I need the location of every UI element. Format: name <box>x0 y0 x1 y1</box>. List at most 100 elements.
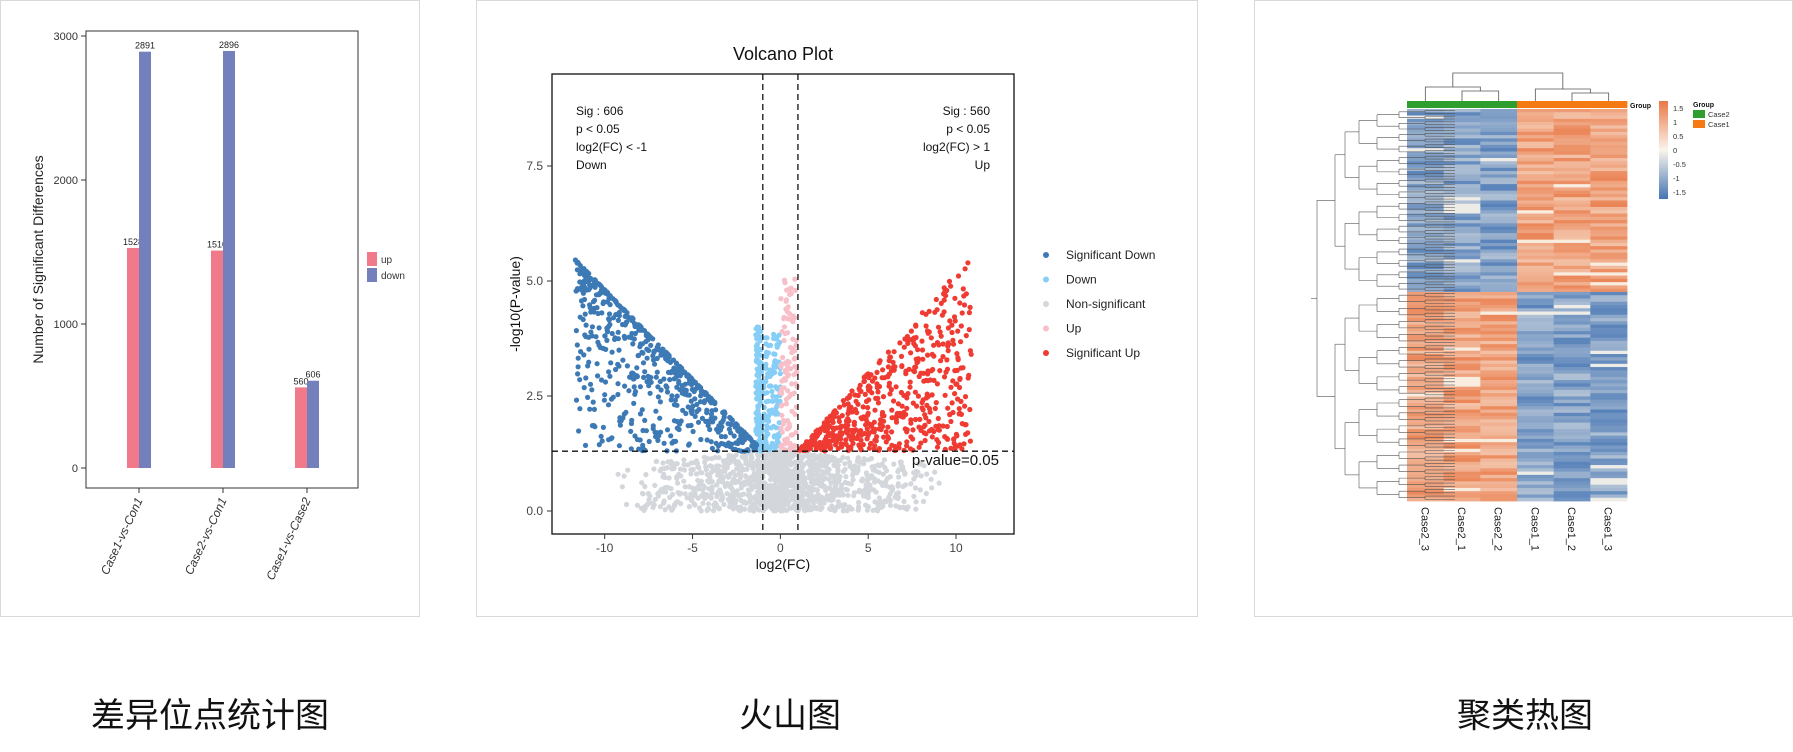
point-non-significant <box>800 484 806 491</box>
point-significant-down <box>657 415 663 421</box>
legend-label-down: down <box>381 271 405 282</box>
point-non-significant <box>868 475 874 481</box>
heatmap-cell <box>1443 200 1481 205</box>
point-significant-down <box>663 383 669 389</box>
group-legend-swatch <box>1693 120 1705 128</box>
heatmap-cell <box>1480 272 1518 276</box>
group-legend-label: Case2 <box>1708 110 1730 119</box>
point-significant-down <box>606 296 612 302</box>
heatmap-cell <box>1480 438 1518 443</box>
heatmap-cell <box>1517 393 1555 397</box>
point-significant-down <box>631 336 637 342</box>
point-significant-up <box>875 389 881 395</box>
point-significant-down <box>725 421 731 427</box>
heatmap-cell <box>1553 324 1591 329</box>
point-significant-up <box>923 323 929 329</box>
point-up <box>779 412 785 418</box>
point-significant-up <box>947 318 953 324</box>
heatmap-cell <box>1590 458 1628 463</box>
heatmap-cell <box>1517 164 1555 169</box>
heatmap-cell <box>1517 246 1555 250</box>
heatmap-cell <box>1443 455 1481 459</box>
point-significant-up <box>913 356 919 362</box>
point-significant-down <box>642 369 648 375</box>
point-significant-down <box>707 426 713 433</box>
heatmap-cell <box>1517 259 1555 263</box>
point-significant-down <box>655 384 661 390</box>
point-non-significant <box>695 477 701 483</box>
heatmap-panel: Group Case2_3 Case2_1 Case2_2 Case1_1 Case1_2… <box>1254 0 1793 617</box>
heatmap-cell <box>1590 455 1628 459</box>
heatmap-cell <box>1553 321 1591 325</box>
heatmap-cell <box>1553 233 1591 237</box>
point-significant-up <box>849 388 855 394</box>
heatmap-cell <box>1443 344 1481 348</box>
heatmap-cell <box>1480 399 1518 404</box>
heatmap-cell <box>1480 331 1518 335</box>
point-significant-up <box>854 410 860 416</box>
point-significant-down <box>677 364 684 370</box>
point-non-significant <box>712 500 718 506</box>
point-significant-down <box>697 399 703 405</box>
point-significant-down <box>738 448 744 454</box>
heatmap-cell <box>1517 494 1555 499</box>
point-non-significant <box>821 500 827 506</box>
point-down <box>776 420 782 426</box>
point-significant-up <box>903 368 909 374</box>
color-scale-tick: 0 <box>1673 146 1677 155</box>
heatmap-cell <box>1553 380 1591 384</box>
point-significant-up <box>942 289 948 295</box>
heatmap-cell <box>1553 422 1591 427</box>
heatmap-cell <box>1553 370 1591 374</box>
point-non-significant <box>828 474 834 480</box>
heatmap-cell <box>1443 331 1481 335</box>
point-down <box>767 446 773 452</box>
bar-down-2 <box>307 380 319 468</box>
heatmap-cell <box>1553 409 1591 414</box>
heatmap-cell <box>1590 318 1628 322</box>
point-significant-up <box>967 406 973 413</box>
heatmap-cell <box>1480 216 1518 221</box>
point-non-significant <box>686 504 692 510</box>
point-non-significant <box>669 460 675 466</box>
point-significant-down <box>615 381 621 387</box>
point-non-significant <box>809 470 815 476</box>
point-non-significant <box>753 463 759 469</box>
point-significant-down <box>622 307 628 314</box>
heatmap-cell <box>1480 406 1518 410</box>
point-non-significant <box>777 492 783 498</box>
point-up <box>779 429 785 435</box>
heatmap-cell <box>1517 445 1555 450</box>
point-non-significant <box>777 456 783 462</box>
point-significant-down <box>688 422 694 428</box>
heatmap-cell <box>1590 109 1628 113</box>
point-non-significant <box>876 469 882 475</box>
heatmap-cell <box>1407 138 1445 143</box>
heatmap-cell <box>1517 138 1555 143</box>
point-significant-up <box>919 405 925 411</box>
heatmap-cell <box>1480 256 1518 260</box>
point-significant-up <box>864 436 870 442</box>
heatmap-cell <box>1553 403 1591 407</box>
heatmap-cell <box>1443 272 1481 276</box>
heatmap-cell <box>1443 318 1481 322</box>
heatmap-cell <box>1590 138 1628 143</box>
group-legend-title: Group <box>1693 102 1714 109</box>
point-significant-down <box>673 374 679 380</box>
point-significant-up <box>967 304 973 310</box>
heatmap-cell <box>1443 269 1481 273</box>
point-significant-down <box>599 310 605 316</box>
point-significant-down <box>630 316 636 322</box>
heatmap-cell <box>1517 478 1555 482</box>
heatmap-cell <box>1407 135 1445 139</box>
heatmap-cell <box>1480 491 1518 495</box>
point-significant-down <box>591 305 597 311</box>
heatmap-cell <box>1517 354 1555 358</box>
point-non-significant <box>865 504 871 510</box>
point-non-significant <box>836 477 842 483</box>
point-non-significant <box>712 504 718 510</box>
heatmap-cell <box>1443 220 1481 224</box>
heatmap-cell <box>1590 174 1628 178</box>
y-tick-label: 5.0 <box>526 274 543 288</box>
point-non-significant <box>823 469 829 475</box>
